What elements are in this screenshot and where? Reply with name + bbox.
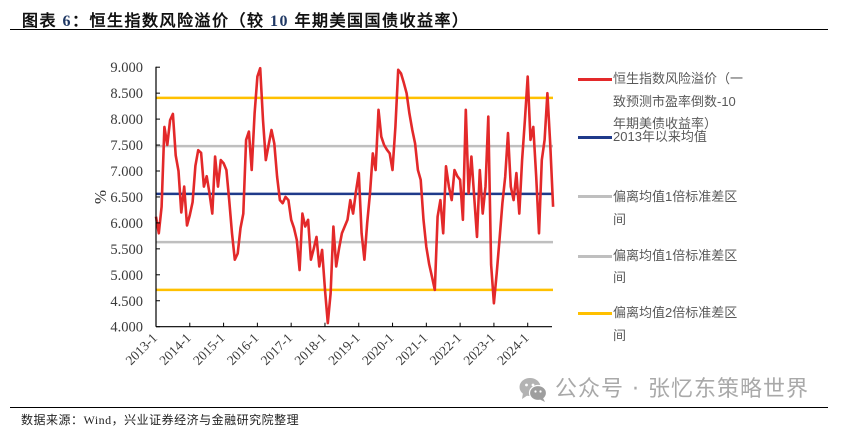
x-tick-label: 2017-1 bbox=[258, 330, 296, 368]
y-tick-label: 8.500 bbox=[110, 86, 143, 102]
legend-label: 2013年以来均值 bbox=[613, 129, 707, 144]
y-tick-label: 5.500 bbox=[110, 242, 143, 258]
x-tick-label: 2020-1 bbox=[359, 330, 397, 368]
figure-title-prefix: 图表 bbox=[22, 13, 63, 30]
y-tick-label: 8.000 bbox=[110, 112, 143, 128]
legend-label: 偏离均值2倍标准差区间 bbox=[613, 304, 738, 343]
figure-title-years: 10 bbox=[270, 13, 290, 30]
x-tick-label: 2015-1 bbox=[190, 330, 228, 368]
x-tick-label: 2019-1 bbox=[325, 330, 363, 368]
figure-title-text: ：恒生指数风险溢价（较 bbox=[72, 13, 271, 30]
legend-label: 恒生指数风险溢价（一致预测市盈率倒数-10年期美债收益率） bbox=[613, 71, 744, 131]
x-tick-label: 2013-1 bbox=[122, 330, 160, 368]
axes bbox=[155, 66, 552, 328]
figure-number: 6 bbox=[62, 13, 73, 30]
source-divider bbox=[10, 407, 828, 408]
x-tick-label: 2016-1 bbox=[224, 330, 262, 368]
x-tick-label: 2022-1 bbox=[427, 330, 465, 368]
legend-swatch-red-line bbox=[578, 77, 612, 81]
x-tick-label: 2014-1 bbox=[156, 330, 194, 368]
title-divider bbox=[10, 28, 828, 30]
x-axis-tick-labels: 2013-12014-12015-12016-12017-12018-12019… bbox=[122, 330, 531, 368]
data-series bbox=[154, 66, 555, 325]
x-tick-label: 2024-1 bbox=[494, 330, 532, 368]
legend-swatch-gray-line bbox=[578, 254, 612, 258]
data-source-note: 数据来源：Wind，兴业证券经济与金融研究院整理 bbox=[21, 413, 300, 427]
legend-swatch-yellow-line bbox=[578, 311, 612, 315]
y-axis-tick-labels: 4.000 4.500 5.000 5.500 6.000 6.500 7.000 7.500… bbox=[110, 60, 143, 336]
wechat-icon bbox=[519, 378, 547, 402]
y-tick-label: 4.000 bbox=[110, 320, 143, 336]
y-tick-label: 6.500 bbox=[110, 190, 143, 206]
y-tick-label: 5.000 bbox=[110, 268, 143, 284]
x-tick-label: 2018-1 bbox=[291, 330, 329, 368]
x-tick-label: 2023-1 bbox=[460, 330, 498, 368]
figure-title: 图表 6：恒生指数风险溢价（较 10 年期美国国债收益率） bbox=[22, 7, 470, 31]
y-tick-label: 9.000 bbox=[110, 60, 143, 76]
legend-label: 偏离均值1倍标准差区间 bbox=[613, 188, 738, 228]
x-tick-label: 2021-1 bbox=[393, 330, 431, 368]
y-tick-label: 7.000 bbox=[110, 164, 143, 180]
y-tick-label: 6.000 bbox=[110, 216, 143, 232]
y-tick-label: 7.500 bbox=[110, 138, 143, 154]
watermark-text: 公众号 · 张忆东策略世界 bbox=[555, 377, 809, 402]
legend-swatch-gray-line bbox=[578, 194, 612, 198]
series-line bbox=[154, 66, 555, 325]
legend-label: 偏离均值1倍标准差区间 bbox=[613, 247, 738, 286]
legend-swatch-navy-line bbox=[578, 135, 612, 139]
y-axis-label: % bbox=[91, 190, 110, 204]
figure-title-suffix: 年期美国国债收益率） bbox=[289, 13, 470, 30]
y-tick-label: 4.500 bbox=[110, 294, 143, 310]
